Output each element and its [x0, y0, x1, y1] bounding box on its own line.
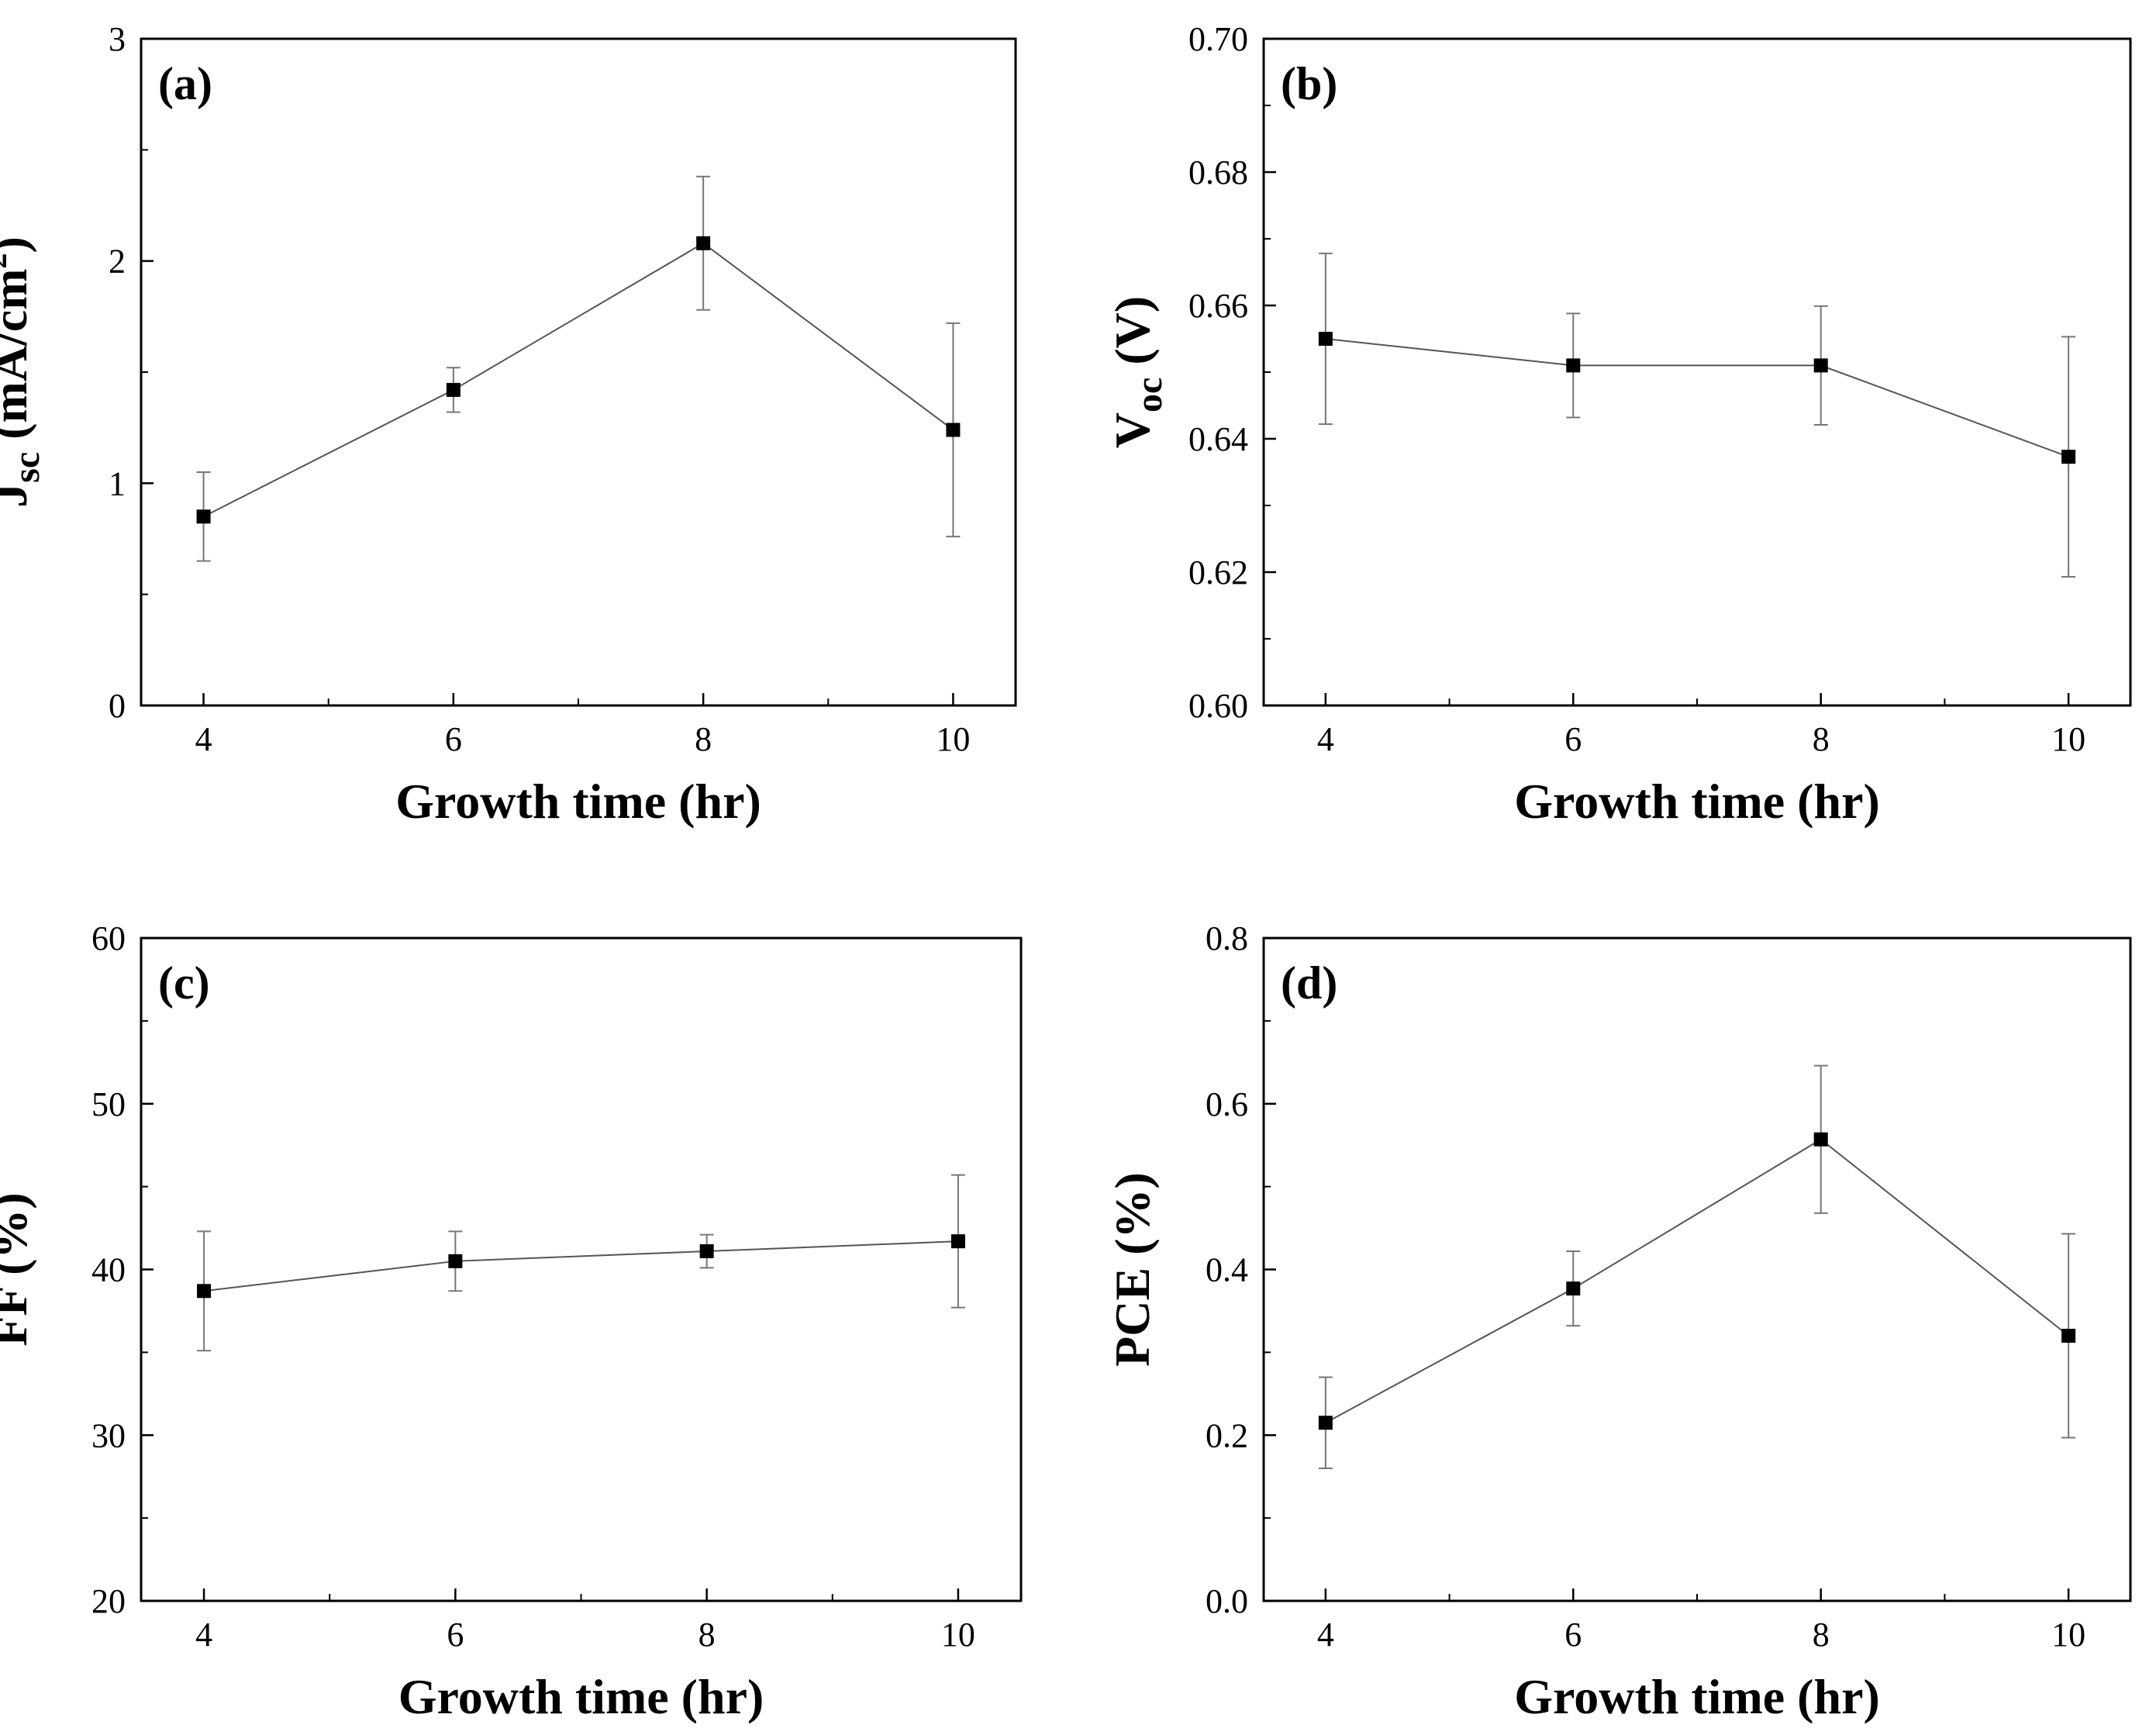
- y-axis-title-main: PCE (%): [1105, 1172, 1160, 1367]
- y-tick-label: 0.6: [1206, 1085, 1248, 1123]
- y-axis-title: Voc (V): [1105, 296, 1170, 448]
- data-point: [448, 1254, 463, 1268]
- panel-b: 4 6 8 10 0.60 0.62 0.64 0.66 0.68 0.70 (b) Growth t…: [1105, 20, 2132, 829]
- panel-d: 4 6 8 10 0.0 0.2 0.4 0.6 0.8 (d) Growth time (hr) P…: [1105, 919, 2132, 1724]
- y-axis-title-unit: (mA/cm: [0, 268, 37, 451]
- data-point: [1813, 1132, 1828, 1147]
- data-point: [1318, 332, 1333, 346]
- y-tick-label: 1: [109, 464, 126, 502]
- panel-c: 4 6 8 10 20 30 40 50 60 (c) Growth time (hr) FF (%): [0, 919, 1023, 1724]
- x-tick-label: 6: [1564, 1616, 1582, 1654]
- x-tick-label: 10: [2051, 1616, 2085, 1654]
- y-axis-title: Jsc (mA/cm2): [0, 236, 47, 508]
- data-point: [2061, 450, 2076, 464]
- y-tick-label: 60: [91, 919, 126, 957]
- x-tick-label: 10: [2051, 720, 2085, 758]
- y-tick-label: 30: [91, 1416, 126, 1454]
- data-point: [1566, 358, 1581, 373]
- y-tick-label: 0.68: [1188, 153, 1248, 191]
- data-point: [2061, 1329, 2076, 1343]
- data-point: [446, 382, 461, 397]
- x-tick-label: 8: [1813, 1616, 1830, 1654]
- plot-frame: [1262, 936, 2132, 1602]
- y-tick-label: 40: [91, 1251, 126, 1289]
- y-tick-label: 0.66: [1188, 287, 1248, 325]
- x-axis-title: Growth time (hr): [395, 774, 761, 829]
- y-tick-label: 0.70: [1188, 20, 1248, 58]
- data-point: [196, 509, 211, 524]
- x-tick-label: 8: [1813, 720, 1830, 758]
- data-point: [1813, 358, 1828, 373]
- y-axis-title-main: J: [0, 483, 37, 508]
- x-tick-label: 4: [195, 720, 212, 758]
- x-tick-label: 6: [1564, 720, 1582, 758]
- x-tick-label: 10: [941, 1616, 975, 1654]
- y-axis-title-main: V: [1105, 412, 1160, 448]
- y-tick-label: 0.60: [1188, 687, 1248, 725]
- data-point: [699, 1243, 714, 1258]
- x-axis-title: Growth time (hr): [1514, 1669, 1880, 1724]
- series-line: [1325, 338, 2069, 458]
- data-point: [197, 1284, 212, 1299]
- y-tick-label: 0: [109, 687, 126, 725]
- x-axis-title: Growth time (hr): [1514, 774, 1880, 829]
- y-axis-title-subscript: oc: [1129, 378, 1170, 412]
- y-axis-title: FF (%): [0, 1192, 37, 1346]
- x-tick-label: 8: [699, 1616, 716, 1654]
- data-point: [1318, 1416, 1333, 1430]
- y-axis-title-main: FF (%): [0, 1192, 37, 1346]
- plot-frame: [140, 37, 1017, 707]
- y-tick-label: 0.64: [1188, 420, 1248, 458]
- y-tick-label: 0.4: [1206, 1251, 1248, 1289]
- y-tick-label: 3: [109, 20, 126, 58]
- panel-label: (b): [1281, 58, 1337, 109]
- y-tick-label: 20: [91, 1582, 126, 1620]
- y-tick-label: 50: [91, 1085, 126, 1123]
- series-line: [1325, 1138, 2069, 1424]
- y-tick-label: 0.62: [1188, 554, 1248, 592]
- plot-frame: [140, 936, 1023, 1602]
- data-point: [1566, 1281, 1581, 1296]
- data-point: [696, 236, 711, 250]
- x-tick-label: 4: [1317, 720, 1334, 758]
- y-axis-title-superscript: 2: [0, 253, 13, 268]
- y-axis-title-unit-close: ): [0, 236, 37, 253]
- panel-label: (a): [158, 58, 212, 109]
- x-tick-label: 6: [447, 1616, 464, 1654]
- x-tick-label: 10: [936, 720, 970, 758]
- y-tick-label: 0.0: [1206, 1582, 1248, 1620]
- x-tick-label: 8: [695, 720, 712, 758]
- y-axis-title-subscript: sc: [6, 452, 47, 483]
- series-line: [203, 242, 954, 518]
- y-axis-title: PCE (%): [1105, 1172, 1160, 1367]
- y-tick-label: 0.2: [1206, 1416, 1248, 1454]
- data-point: [950, 1234, 965, 1249]
- x-axis-title: Growth time (hr): [398, 1669, 764, 1724]
- data-point: [946, 423, 961, 437]
- x-tick-label: 4: [1317, 1616, 1334, 1654]
- panel-label: (c): [158, 957, 210, 1009]
- y-tick-label: 2: [109, 243, 126, 281]
- plot-frame: [1262, 37, 2132, 707]
- panel-label: (d): [1281, 957, 1337, 1009]
- x-tick-label: 6: [445, 720, 462, 758]
- series-line: [203, 1240, 958, 1292]
- y-axis-title-unit: (V): [1105, 296, 1160, 378]
- x-tick-label: 4: [195, 1616, 212, 1654]
- y-tick-label: 0.8: [1206, 919, 1248, 957]
